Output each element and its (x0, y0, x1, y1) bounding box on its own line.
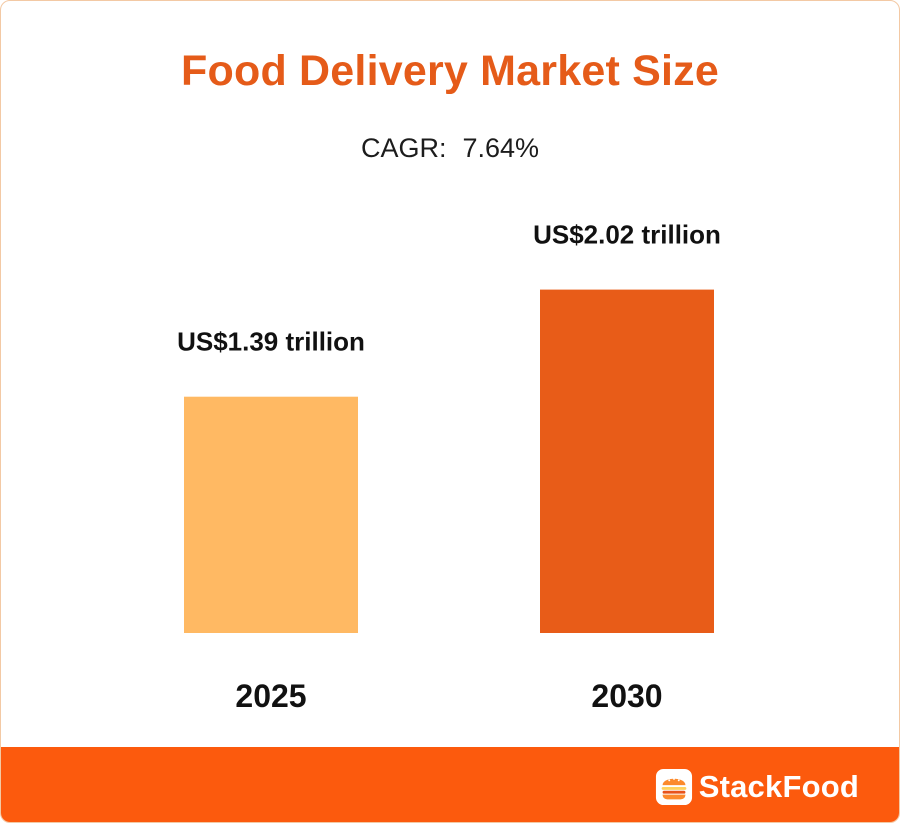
x-tick-label-2030: 2030 (591, 678, 662, 714)
data-label-2030: US$2.02 trillion (533, 220, 721, 250)
cagr-value: 7.64% (462, 133, 540, 163)
cagr-label: CAGR: (360, 133, 447, 163)
chart-title: Food Delivery Market Size (181, 47, 719, 95)
brand-name: StackFood (698, 769, 859, 804)
burger-icon (655, 768, 692, 806)
footer-bar: StackFood (1, 747, 899, 822)
x-tick-label-2025: 2025 (235, 678, 306, 714)
bar-2025 (184, 396, 358, 633)
cagr-line: CAGR: 7.64% (1, 133, 899, 164)
data-label-2025: US$1.39 trillion (177, 327, 365, 357)
brand-logo: StackFood (655, 767, 859, 807)
bar-2030 (540, 289, 714, 633)
bar-chart: US$1.39 trillion 2025 US$2.02 trillion 2030 (177, 220, 721, 714)
